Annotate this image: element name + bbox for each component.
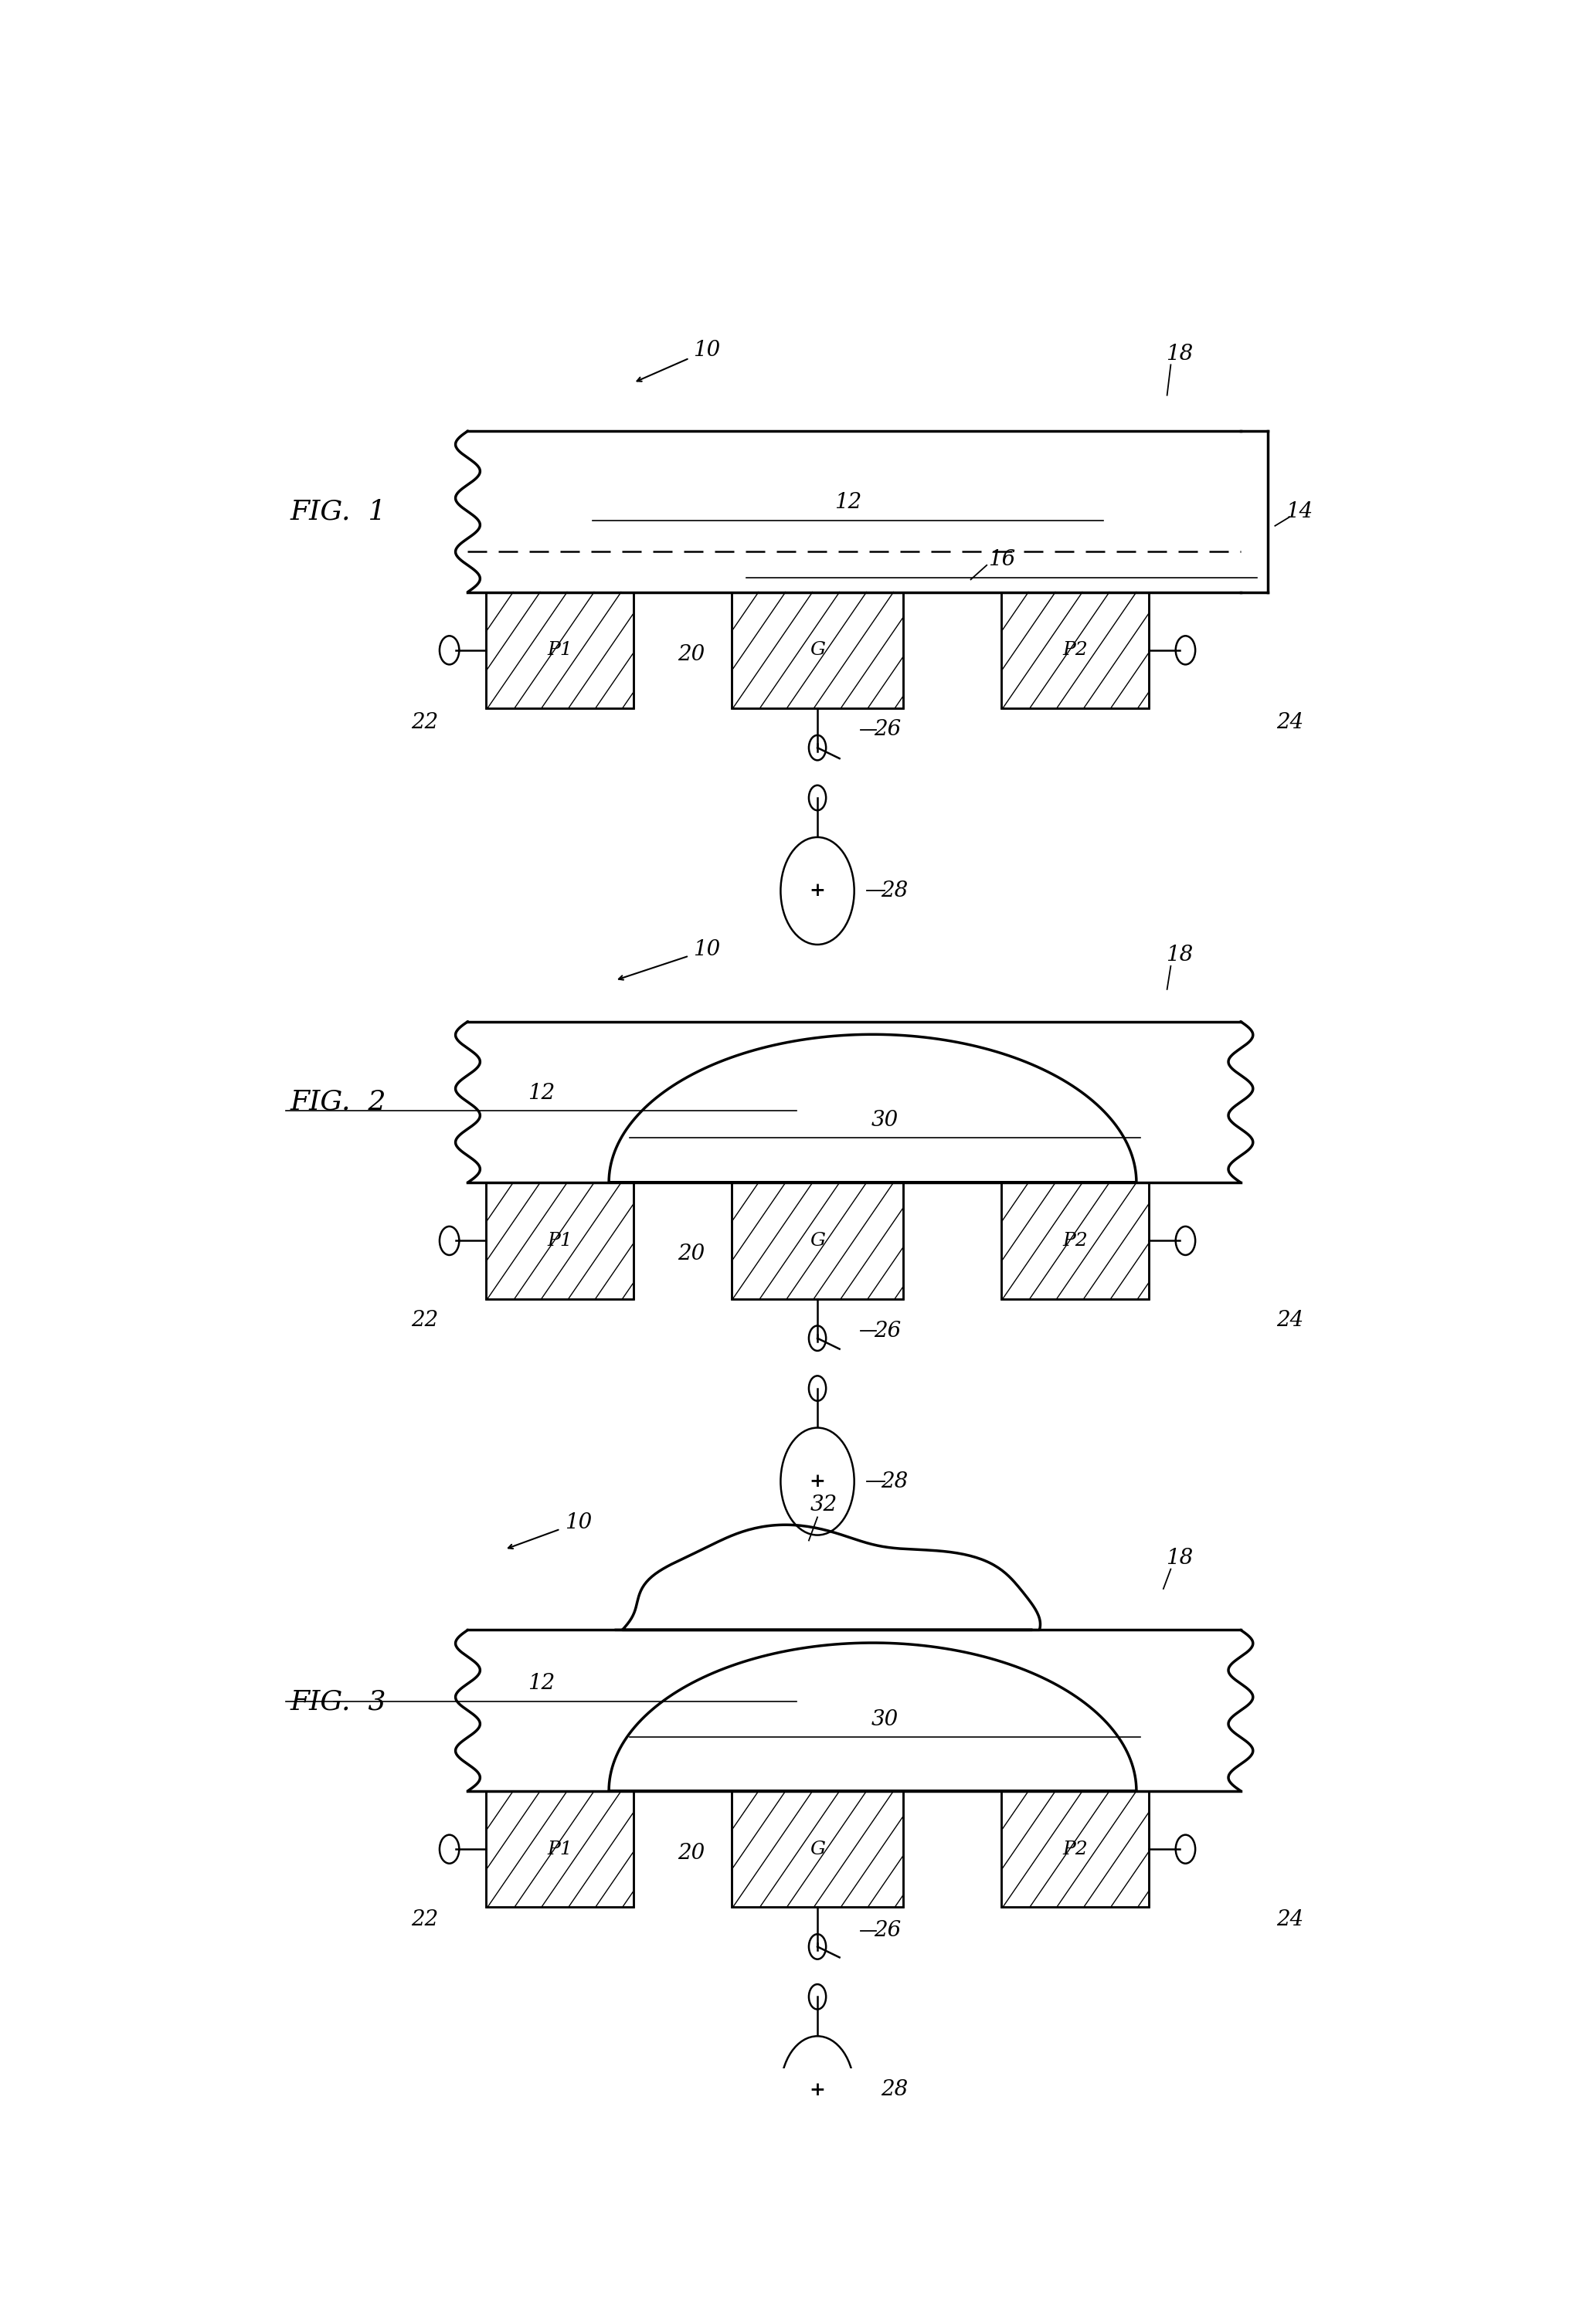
Text: 18: 18	[1165, 1548, 1194, 1569]
Bar	[731, 593, 904, 709]
Bar	[731, 1183, 904, 1299]
Polygon shape	[609, 1034, 1137, 1183]
Bar	[1002, 1183, 1149, 1299]
Text: 10: 10	[565, 1513, 592, 1534]
Bar	[1002, 1792, 1149, 1908]
Bar	[1002, 1792, 1149, 1908]
Text: 22: 22	[412, 1311, 438, 1332]
Text: 28: 28	[882, 881, 909, 902]
Text: P1: P1	[548, 1841, 573, 1857]
Text: 20: 20	[678, 644, 704, 665]
Text: P2: P2	[1062, 1841, 1088, 1857]
Bar	[486, 1792, 633, 1908]
Bar	[486, 1183, 633, 1299]
Bar	[469, 1023, 1241, 1183]
Text: +: +	[809, 2080, 825, 2099]
Text: P1: P1	[548, 1232, 573, 1250]
Text: 16: 16	[988, 548, 1015, 569]
Bar	[1002, 593, 1149, 709]
Text: P2: P2	[1062, 641, 1088, 660]
Text: G: G	[809, 1841, 825, 1857]
Text: FIG.  1: FIG. 1	[290, 497, 386, 525]
Text: 32: 32	[810, 1494, 837, 1515]
Text: +: +	[809, 881, 825, 899]
Text: 26: 26	[874, 1320, 901, 1341]
Text: FIG.  2: FIG. 2	[290, 1090, 386, 1116]
Text: 26: 26	[874, 720, 901, 741]
Text: 24: 24	[1276, 711, 1303, 732]
Text: 24: 24	[1276, 1910, 1303, 1931]
Bar	[486, 1183, 633, 1299]
Text: 22: 22	[412, 1910, 438, 1931]
Text: 20: 20	[678, 1843, 704, 1864]
Text: G: G	[809, 1232, 825, 1250]
Bar	[1002, 593, 1149, 709]
Text: 12: 12	[834, 493, 861, 514]
Text: 28: 28	[882, 1471, 909, 1492]
Text: 14: 14	[1285, 502, 1314, 523]
Text: +: +	[809, 1471, 825, 1490]
Circle shape	[780, 837, 855, 944]
Text: 22: 22	[412, 711, 438, 732]
Text: 24: 24	[1276, 1311, 1303, 1332]
Bar	[486, 1792, 633, 1908]
Bar	[731, 1183, 904, 1299]
Text: 18: 18	[1165, 946, 1194, 967]
Bar	[469, 430, 1241, 593]
Bar	[731, 593, 904, 709]
Text: 26: 26	[874, 1920, 901, 1941]
Text: FIG.  3: FIG. 3	[290, 1690, 386, 1715]
Text: 28: 28	[882, 2080, 909, 2101]
Text: G: G	[809, 641, 825, 660]
Text: 10: 10	[693, 339, 720, 360]
Bar	[486, 593, 633, 709]
Bar	[731, 1792, 904, 1908]
Text: P1: P1	[548, 641, 573, 660]
Circle shape	[780, 1427, 855, 1536]
Bar	[486, 593, 633, 709]
Bar	[1002, 1183, 1149, 1299]
Text: P2: P2	[1062, 1232, 1088, 1250]
Polygon shape	[609, 1643, 1137, 1792]
Bar	[731, 1792, 904, 1908]
Bar	[469, 1629, 1241, 1792]
Text: 18: 18	[1165, 344, 1194, 365]
Text: 10: 10	[693, 939, 720, 960]
Text: 12: 12	[527, 1083, 556, 1104]
Text: 30: 30	[871, 1109, 899, 1129]
Polygon shape	[614, 1525, 1040, 1629]
Text: 20: 20	[678, 1243, 704, 1264]
Text: 12: 12	[527, 1673, 556, 1694]
Circle shape	[780, 2036, 855, 2143]
Text: 30: 30	[871, 1708, 899, 1729]
